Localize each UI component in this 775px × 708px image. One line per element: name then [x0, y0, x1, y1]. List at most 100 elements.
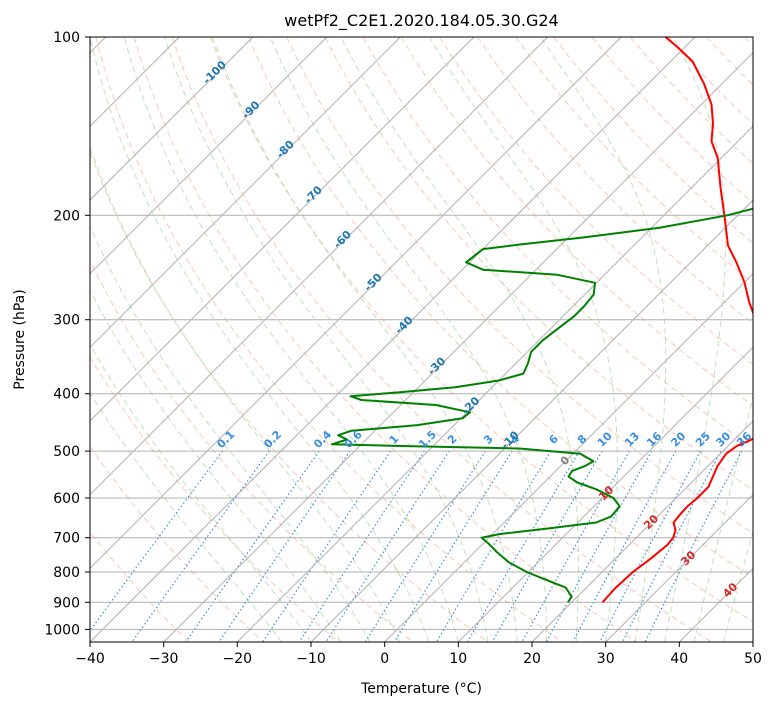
y-tick-label: 300: [53, 313, 80, 329]
dry-adiabat-line: [668, 37, 753, 125]
mixing-ratio-line: [185, 450, 320, 642]
dry-adiabat-line: [90, 445, 264, 642]
dry-adiabat-line: [591, 37, 753, 204]
y-tick-label: 900: [53, 595, 80, 611]
mixing-ratio-line: [131, 450, 270, 642]
moist-adiabat-line: [664, 37, 727, 642]
moist-adiabat-line: [90, 289, 341, 642]
mixing-ratio-label: 25: [693, 430, 713, 450]
dry-adiabat-line: [90, 150, 488, 642]
x-tick-label: 50: [744, 651, 762, 667]
dry-adiabat-line: [477, 37, 753, 325]
temperature-reference-label: 30: [678, 548, 698, 568]
y-tick-label: 200: [53, 208, 80, 224]
isotherm-gridline: [90, 37, 254, 201]
x-tick-label: 40: [670, 651, 688, 667]
mixing-ratio-line: [262, 450, 392, 642]
data-series: [330, 37, 753, 603]
moist-adiabat-line: [693, 394, 753, 642]
mixing-ratio-label: 2: [445, 432, 460, 447]
dry-adiabat-line: [171, 37, 712, 642]
isotherm-gridline: [752, 641, 753, 642]
moist-adiabat-line: [340, 37, 579, 642]
isotherm-label: -70: [302, 183, 325, 206]
plot-area: 0.1 0.2 0.4 0.6 1 1.5 2 3 4 6 8 10 13 16 20 25 30 36-100-…: [90, 37, 753, 642]
x-axis: −40 −30 −20 −10 0 10 20 30 40 50: [75, 642, 762, 667]
temperature-line: [601, 37, 753, 603]
isotherm-gridline: [90, 37, 328, 275]
dewpoint-line: [330, 207, 753, 603]
plot-frame: [89, 36, 754, 643]
mixing-ratio-line: [393, 450, 513, 642]
mixing-ratio-line: [521, 450, 631, 642]
isotherm-gridline: [90, 37, 696, 642]
dry-adiabat-line: [438, 37, 753, 366]
y-axis: 100 200 300 400 500 600 700 800 900 1000: [44, 30, 90, 638]
dry-adiabat-line: [90, 259, 414, 642]
isotherm-gridline: [236, 125, 753, 642]
y-tick-label: 1000: [44, 622, 80, 638]
dry-adiabat-line: [553, 37, 753, 244]
y-tick-label: 400: [53, 387, 80, 403]
isotherm-label: -90: [239, 98, 262, 121]
x-tick-label: 0: [380, 651, 389, 667]
dry-adiabat-line: [90, 356, 339, 642]
mixing-ratio-line: [545, 450, 653, 642]
mixing-ratio-label: 3: [481, 432, 496, 447]
isotherm-gridline: [678, 567, 753, 642]
moist-adiabat-line: [723, 529, 753, 642]
y-tick-label: 600: [53, 491, 80, 507]
chart-title: wetPf2_C2E1.2020.184.05.30.G24: [284, 11, 558, 31]
mixing-ratio-label: 1: [387, 432, 402, 447]
isotherm-label: -100: [200, 58, 229, 87]
mixing-ratio-line: [621, 450, 722, 642]
moist-adiabat-line: [90, 343, 312, 642]
isotherm-label: -50: [362, 271, 385, 294]
moist-adiabat-line: [90, 145, 400, 642]
moist-adiabat-line: [211, 37, 518, 642]
mixing-ratio-line: [218, 450, 351, 642]
dry-adiabat-line: [286, 37, 753, 534]
moist-adiabat-line: [539, 37, 667, 642]
y-tick-label: 100: [53, 30, 80, 46]
y-tick-label: 700: [53, 531, 80, 547]
isotherm-gridline: [90, 37, 475, 422]
moist-adiabat-line: [269, 37, 548, 642]
x-tick-label: 20: [523, 651, 541, 667]
x-tick-label: 30: [597, 651, 615, 667]
isotherm-gridlines: [90, 37, 753, 642]
isotherm-gridline: [90, 37, 401, 349]
mixing-ratio-line: [466, 450, 580, 642]
isotherm-gridline: [457, 346, 753, 642]
mixing-ratio-label: 16: [644, 429, 664, 449]
mixing-ratio-lines: [90, 450, 743, 642]
moist-adiabat-line: [90, 225, 371, 642]
isotherm-label: -20: [459, 394, 482, 417]
moist-adiabat-line: [164, 37, 489, 642]
y-tick-label: 800: [53, 565, 80, 581]
isotherm-label: -80: [274, 138, 297, 161]
mixing-ratio-line: [599, 450, 702, 642]
moist-adiabat-line: [123, 37, 459, 642]
y-axis-title: Pressure (hPa): [12, 289, 28, 389]
mixing-ratio-label: 13: [622, 430, 642, 450]
x-tick-label: −20: [223, 651, 253, 667]
mixing-ratio-label: 30: [713, 429, 733, 449]
mixing-ratio-label: 20: [668, 429, 688, 449]
isotherm-label: -30: [425, 354, 448, 377]
isotherm-gridline: [90, 37, 622, 570]
x-axis-title: Temperature (°C): [360, 681, 482, 697]
isotherm-gridline: [531, 420, 753, 642]
dry-adiabat-line: [95, 37, 563, 642]
x-tick-label: −10: [296, 651, 326, 667]
x-tick-label: −30: [149, 651, 179, 667]
mixing-ratio-line: [435, 450, 552, 642]
dry-adiabat-line: [90, 531, 190, 642]
mixing-ratio-label: 0.1: [214, 428, 237, 451]
mixing-ratio-label: 0.4: [311, 428, 334, 451]
mixing-ratio-label: 6: [546, 432, 561, 447]
dry-adiabat-line: [210, 37, 753, 623]
x-tick-label: −40: [75, 651, 105, 667]
y-tick-label: 500: [53, 444, 80, 460]
